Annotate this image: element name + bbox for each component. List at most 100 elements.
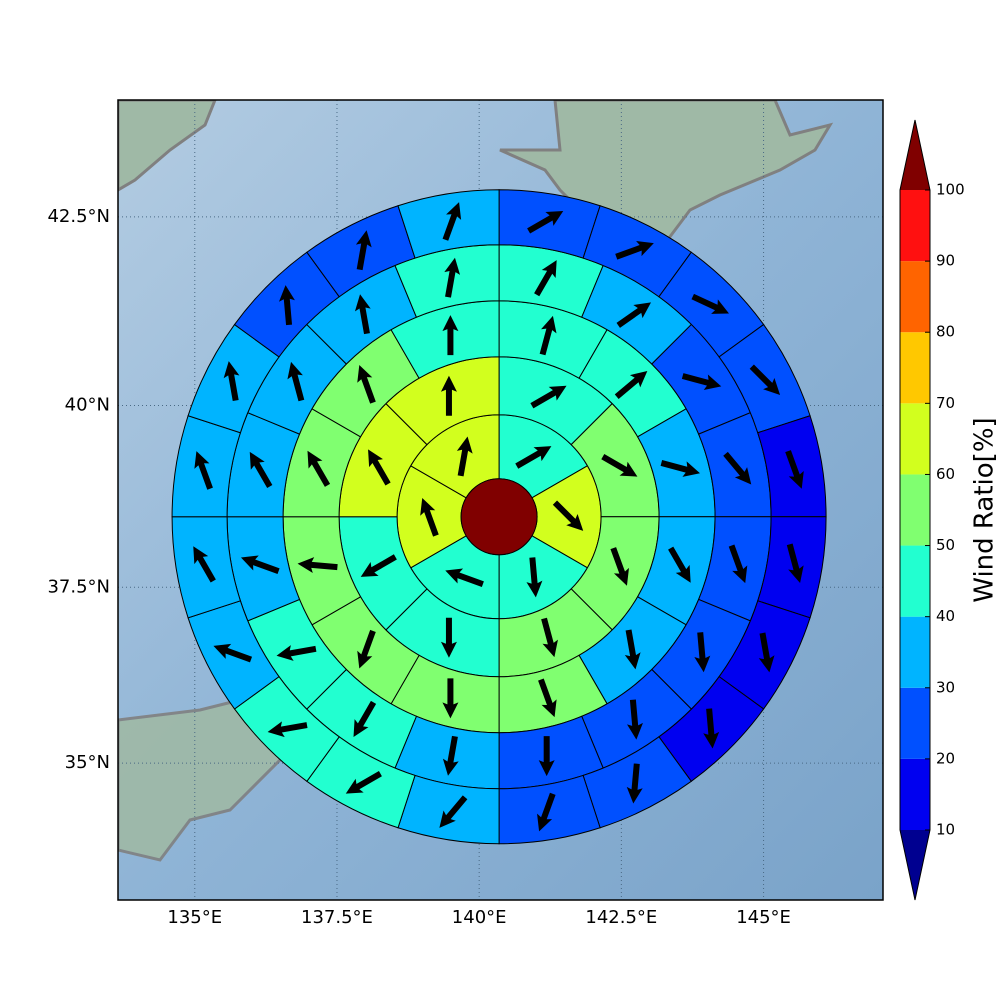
wind-arrow (515, 446, 552, 469)
colorbar-tick-label: 40 (936, 607, 955, 625)
wind-arrow (534, 260, 557, 297)
wind-arrow (694, 632, 711, 673)
wind-arrow (552, 500, 584, 531)
wind-arrow (240, 555, 280, 575)
wind-arrow (249, 451, 273, 488)
colorbar-level (900, 190, 930, 262)
wind-arrow (357, 365, 376, 404)
wind-arrow (442, 735, 459, 776)
wind-arrow (627, 699, 643, 740)
colorbar-tick-label: 30 (936, 678, 955, 696)
colorbar-tick-label: 20 (936, 749, 955, 767)
wind-arrow (287, 361, 305, 402)
x-tick-label: 142.5°E (585, 907, 657, 928)
wind-arrow (728, 544, 748, 584)
wind-arrow (703, 708, 720, 749)
wind-arrow (276, 645, 317, 661)
wind-arrow (616, 302, 652, 328)
colorbar-tick-label: 90 (936, 252, 955, 270)
colorbar-level (900, 616, 930, 688)
wind-arrow (442, 678, 459, 719)
y-tick-label: 35°N (65, 752, 110, 773)
wind-arrow (307, 450, 331, 487)
colorbar-tick-label: 50 (936, 536, 955, 554)
wind-arrow (368, 449, 391, 486)
wind-arrow (626, 763, 643, 804)
colorbar: 10 20 30 40 50 60 70 80 90 100 (899, 119, 965, 901)
wind-arrow (527, 210, 564, 234)
wind-arrow (723, 451, 752, 485)
wind-arrow (345, 771, 382, 794)
colorbar-tick-label: 70 (936, 394, 955, 412)
wind-arrow (355, 230, 372, 271)
y-tick-label: 40°N (65, 394, 110, 415)
wind-arrow (439, 795, 468, 828)
colorbar-tick-label: 10 (936, 821, 955, 839)
wind-arrow (444, 257, 461, 298)
wind-arrow (660, 460, 700, 477)
wind-arrow (681, 373, 722, 390)
colorbar-level (900, 403, 930, 475)
wind-arrow (357, 629, 376, 669)
x-tick-label: 145°E (736, 907, 791, 928)
colorbar-level (900, 545, 930, 617)
wind-arrow (749, 364, 781, 395)
colorbar-level (900, 332, 930, 404)
wind-arrow (538, 736, 555, 777)
wind-arrow (624, 629, 641, 670)
colorbar-tick-label: 80 (936, 323, 955, 341)
wind-arrow (213, 643, 253, 663)
wind-arrow (668, 546, 691, 583)
wind-arrow (530, 385, 567, 409)
map-frame (117, 99, 884, 901)
wind-arrow (537, 792, 556, 832)
colorbar-tick-label: 60 (936, 465, 955, 483)
wind-arrow (445, 568, 484, 588)
x-tick-label: 135°E (167, 907, 222, 928)
x-tick-label: 137.5°E (301, 907, 373, 928)
colorbar-extend-min (900, 830, 930, 900)
colorbar-label: Wind Ratio[%] (970, 417, 1000, 602)
colorbar-level (900, 687, 930, 759)
wind-arrow (354, 294, 371, 335)
wind-arrow (785, 450, 804, 489)
wind-arrow (267, 721, 308, 738)
y-tick-label: 42.5°N (47, 206, 110, 227)
wind-arrow (610, 547, 629, 586)
wind-arrow (297, 557, 338, 574)
sectors (171, 189, 827, 845)
wind-arrow (193, 546, 216, 583)
wind-arrow (420, 497, 439, 537)
wind-arrow (614, 370, 648, 399)
colorbar-tick-label: 100 (936, 181, 965, 199)
wind-arrow (442, 202, 462, 241)
wind-arrow (278, 285, 295, 326)
axis-ticks: 135°E 137.5°E 140°E 142.5°E 145°E 35°N 37.5°N 4… (47, 206, 790, 928)
wind-arrow (538, 678, 557, 718)
wind-arrow (601, 454, 638, 477)
wind-arrow (539, 315, 557, 356)
center-disc (460, 478, 538, 556)
wind-arrow (456, 436, 473, 477)
wind-arrow (353, 700, 377, 737)
wind-arrow (223, 361, 240, 402)
wind-arrow (442, 315, 459, 356)
colorbar-level (900, 758, 930, 830)
x-tick-label: 140°E (452, 907, 507, 928)
land (118, 100, 217, 192)
wind-arrow (758, 632, 775, 673)
arrows (193, 202, 804, 832)
wind-arrow (360, 554, 397, 577)
wind-arrow (615, 241, 654, 260)
colorbar-extend-max (900, 120, 930, 190)
colorbar-level (900, 261, 930, 333)
wind-arrow (691, 293, 729, 314)
wind-arrow (541, 617, 558, 658)
colorbar-level (900, 474, 930, 546)
wind-arrow (786, 543, 804, 583)
wind-arrow (194, 451, 213, 490)
y-tick-label: 37.5°N (47, 576, 110, 597)
wind-arrow (526, 557, 543, 598)
